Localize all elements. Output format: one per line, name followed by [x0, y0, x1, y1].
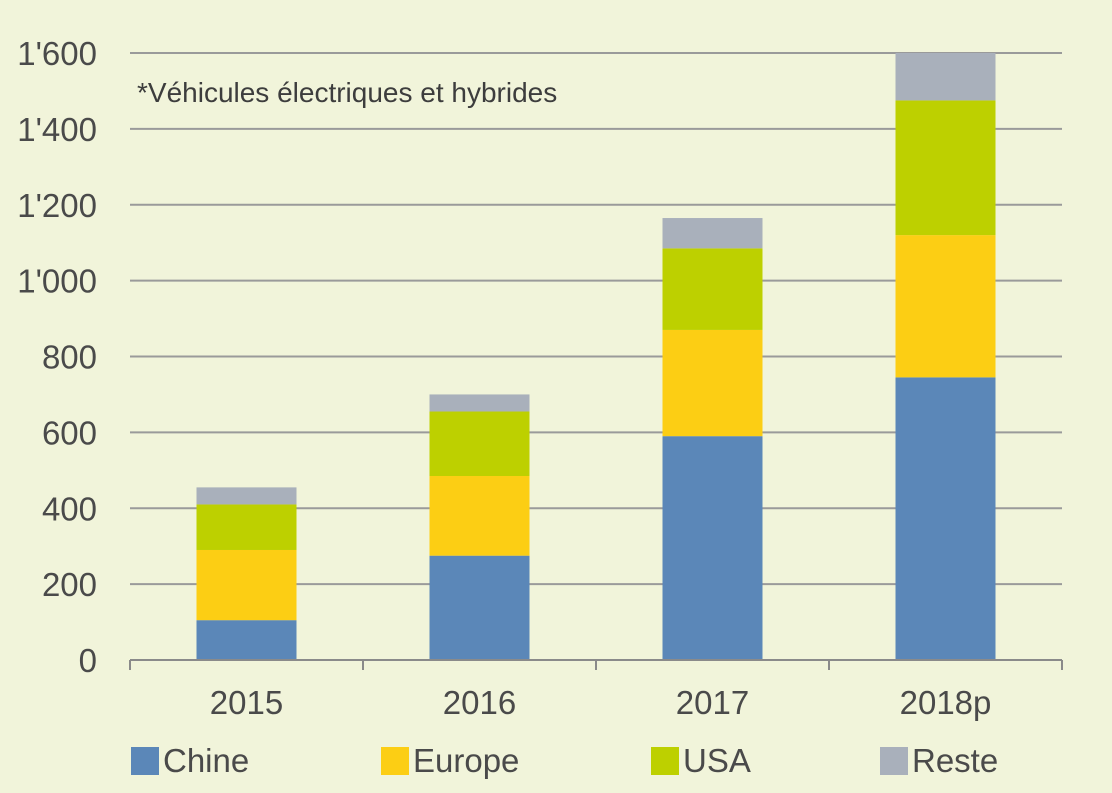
- y-tick-label: 200: [42, 566, 97, 603]
- y-tick-label: 1'400: [17, 111, 97, 148]
- y-axis-tick-labels: 0 200 400 600 800 1'000 1'200 1'400 1'600: [17, 35, 97, 679]
- chart-annotation: *Véhicules électriques et hybrides: [137, 77, 557, 108]
- bar-segment-europe: [429, 476, 530, 556]
- y-tick-label: 800: [42, 339, 97, 376]
- x-tick-label: 2017: [676, 684, 749, 721]
- y-tick-label: 0: [79, 642, 97, 679]
- bar-segment-chine: [662, 436, 763, 660]
- y-tick-label: 1'000: [17, 263, 97, 300]
- bar-segment-usa: [895, 100, 996, 236]
- legend-swatch-europe: [381, 747, 409, 775]
- legend: Chine Europe USA Reste: [131, 742, 998, 779]
- y-tick-label: 600: [42, 414, 97, 451]
- bar-segment-reste: [196, 487, 297, 505]
- x-tick-label: 2018p: [900, 684, 992, 721]
- legend-swatch-chine: [131, 747, 159, 775]
- bar-segment-usa: [662, 248, 763, 330]
- legend-label-usa: USA: [683, 742, 751, 779]
- bars: [196, 53, 996, 660]
- x-tick-label: 2016: [443, 684, 516, 721]
- bar-segment-usa: [196, 504, 297, 550]
- bar-segment-europe: [662, 329, 763, 437]
- bar-segment-reste: [662, 218, 763, 249]
- legend-swatch-usa: [651, 747, 679, 775]
- y-tick-label: 1'200: [17, 187, 97, 224]
- bar-segment-chine: [895, 377, 996, 660]
- bar-segment-chine: [429, 555, 530, 660]
- bar-segment-usa: [429, 411, 530, 477]
- bar-segment-europe: [895, 235, 996, 378]
- legend-swatch-reste: [880, 747, 908, 775]
- y-tick-label: 1'600: [17, 35, 97, 72]
- bar-segment-reste: [429, 394, 530, 412]
- y-tick-label: 400: [42, 490, 97, 527]
- bar-segment-chine: [196, 620, 297, 660]
- legend-label-europe: Europe: [413, 742, 519, 779]
- bar-segment-europe: [196, 549, 297, 621]
- x-axis: 2015 2016 2017 2018p: [129, 659, 1063, 721]
- legend-label-reste: Reste: [912, 742, 998, 779]
- legend-label-chine: Chine: [163, 742, 249, 779]
- bar-segment-reste: [895, 53, 996, 101]
- x-tick-label: 2015: [210, 684, 283, 721]
